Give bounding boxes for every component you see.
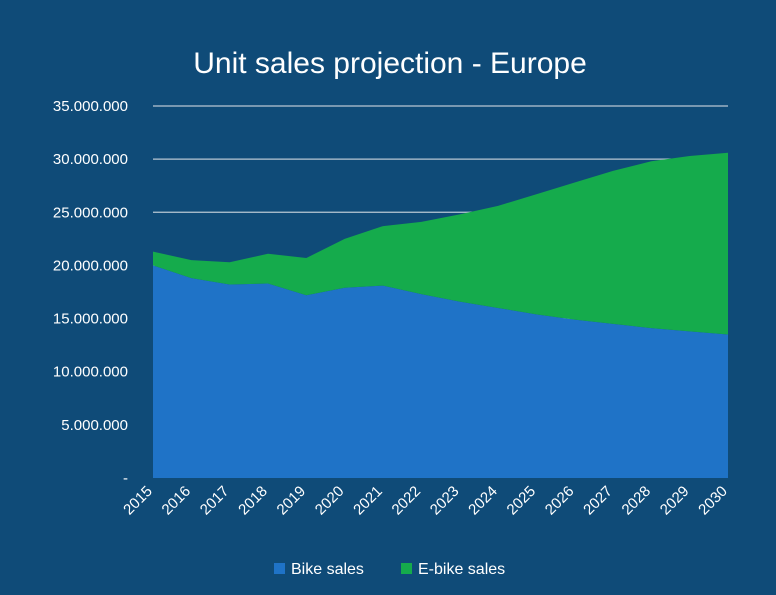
x-tick-label: 2017 — [197, 483, 233, 519]
y-tick-label: - — [123, 470, 128, 487]
legend-label: Bike sales — [291, 561, 364, 578]
y-tick-label: 5.000.000 — [61, 417, 128, 434]
x-axis-tick-labels: 2015 2016 2017 2018 2019 2020 2021 2022 2023 2024… — [120, 483, 731, 519]
legend: Bike sales E-bike sales — [274, 561, 505, 578]
x-tick-label: 2023 — [427, 483, 463, 519]
x-tick-label: 2029 — [657, 483, 693, 519]
chart-title: Unit sales projection - Europe — [193, 47, 587, 80]
x-tick-label: 2022 — [389, 483, 425, 519]
x-tick-label: 2025 — [504, 483, 540, 519]
x-tick-label: 2020 — [312, 483, 348, 519]
legend-swatch — [274, 563, 285, 574]
y-axis-tick-labels: - 5.000.000 10.000.000 15.000.000 20.000.000… — [53, 98, 128, 487]
series-areas — [153, 152, 728, 478]
x-tick-label: 2026 — [542, 483, 578, 519]
x-tick-label: 2030 — [695, 483, 731, 519]
area-series-e-bike-sales — [153, 152, 728, 335]
x-tick-label: 2028 — [619, 483, 655, 519]
legend-swatch — [401, 563, 412, 574]
x-tick-label: 2015 — [120, 483, 156, 519]
x-tick-label: 2016 — [159, 483, 195, 519]
legend-item-e-bike-sales: E-bike sales — [401, 561, 505, 578]
x-tick-label: 2024 — [465, 483, 501, 519]
area-series-bike-sales — [153, 265, 728, 478]
x-tick-label: 2021 — [350, 483, 386, 519]
legend-item-bike-sales: Bike sales — [274, 561, 364, 578]
y-tick-label: 25.000.000 — [53, 204, 128, 221]
y-tick-label: 20.000.000 — [53, 257, 128, 274]
x-tick-label: 2019 — [274, 483, 310, 519]
legend-label: E-bike sales — [418, 561, 505, 578]
x-tick-label: 2027 — [580, 483, 616, 519]
x-tick-label: 2018 — [235, 483, 271, 519]
y-tick-label: 15.000.000 — [53, 311, 128, 328]
y-tick-label: 10.000.000 — [53, 364, 128, 381]
y-tick-label: 30.000.000 — [53, 151, 128, 168]
y-tick-label: 35.000.000 — [53, 98, 128, 115]
